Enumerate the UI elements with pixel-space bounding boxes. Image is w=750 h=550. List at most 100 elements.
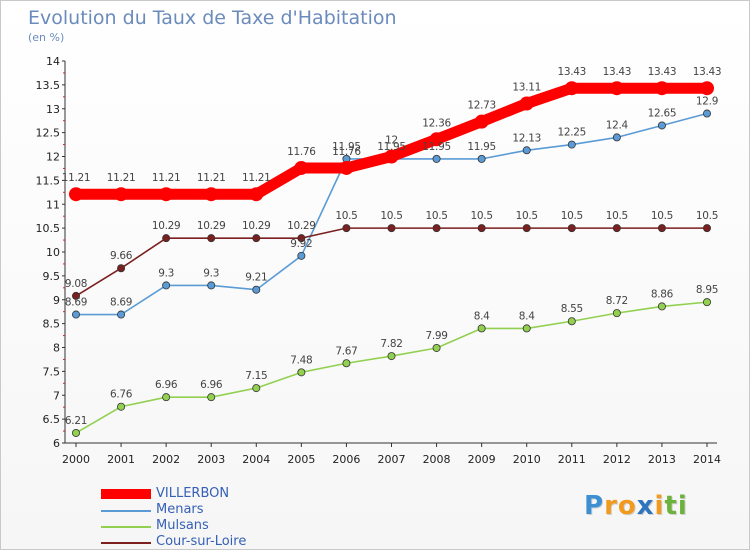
data-point-mulsans: [162, 393, 171, 402]
y-axis-unit-label: (en %): [28, 31, 65, 44]
y-tick-label: 7.5: [43, 365, 61, 378]
x-tick-label: 2002: [152, 453, 180, 466]
x-tick-label: 2005: [287, 453, 315, 466]
data-label-mulsans: 7.15: [245, 370, 267, 382]
legend-item-villerbon: VILLERBON: [101, 486, 301, 503]
data-point-menars: [477, 154, 486, 163]
y-tick-label: 12: [46, 151, 60, 164]
x-tick-label: 2012: [603, 453, 631, 466]
data-label-cour-sur-loire: 10.29: [197, 220, 226, 232]
data-label-menars: 12.13: [512, 132, 541, 144]
legend-item-menars: Menars: [101, 502, 301, 519]
data-point-mulsans: [703, 298, 712, 307]
y-tick-label: 9.5: [43, 270, 61, 283]
x-tick-label: 2004: [242, 453, 270, 466]
x-tick-label: 2010: [513, 453, 541, 466]
x-tick-label: 2007: [378, 453, 406, 466]
data-label-cour-sur-loire: 10.29: [152, 220, 181, 232]
data-point-villerbon: [294, 160, 309, 175]
data-label-mulsans: 7.67: [335, 345, 357, 357]
data-point-menars: [567, 140, 576, 149]
data-label-mulsans: 6.76: [110, 389, 133, 401]
data-point-villerbon: [204, 187, 219, 202]
data-label-menars: 9.3: [158, 267, 174, 279]
data-point-cour-sur-loire: [117, 264, 126, 273]
data-point-villerbon: [700, 81, 714, 96]
legend-swatch-villerbon: [101, 489, 151, 499]
data-label-cour-sur-loire: 10.5: [335, 210, 357, 222]
data-label-mulsans: 8.95: [696, 284, 718, 296]
data-point-menars: [162, 281, 171, 290]
data-point-menars: [252, 285, 261, 294]
y-tick-label: 6: [53, 437, 60, 450]
data-point-mulsans: [342, 359, 351, 368]
proxiti-logo: Proxiti: [584, 491, 688, 521]
y-tick-label: 6.5: [43, 413, 61, 426]
y-tick-label: 7: [53, 389, 60, 402]
data-point-menars: [432, 154, 441, 163]
legend-item-mulsans: Mulsans: [101, 518, 301, 535]
data-point-villerbon: [339, 160, 354, 175]
chart-title: Evolution du Taux de Taxe d'Habitation: [28, 7, 397, 29]
data-label-villerbon: 12: [385, 135, 398, 147]
y-tick-label: 13.5: [36, 79, 61, 92]
data-label-menars: 11.95: [332, 141, 361, 153]
data-point-menars: [297, 251, 306, 260]
data-label-mulsans: 8.86: [651, 288, 674, 300]
data-point-villerbon: [159, 187, 174, 202]
y-tick-label: 8: [53, 342, 60, 355]
data-point-villerbon: [114, 187, 129, 202]
data-point-menars: [117, 310, 126, 319]
x-tick-label: 2014: [693, 453, 721, 466]
data-point-menars: [612, 133, 621, 142]
data-label-villerbon: 13.43: [558, 66, 587, 78]
data-label-mulsans: 7.99: [425, 330, 447, 342]
data-label-cour-sur-loire: 10.29: [242, 220, 271, 232]
data-label-villerbon: 11.21: [242, 172, 271, 184]
data-label-mulsans: 8.4: [519, 310, 535, 322]
data-label-mulsans: 7.48: [290, 354, 312, 366]
data-point-mulsans: [117, 402, 126, 411]
x-tick-label: 2000: [62, 453, 90, 466]
data-point-cour-sur-loire: [252, 234, 261, 243]
data-point-villerbon: [429, 132, 444, 147]
data-label-villerbon: 11.76: [287, 146, 316, 158]
data-label-mulsans: 6.96: [200, 379, 223, 391]
data-label-mulsans: 8.55: [561, 303, 583, 315]
data-label-cour-sur-loire: 10.5: [380, 210, 402, 222]
data-point-cour-sur-loire: [703, 224, 712, 233]
legend-label: Menars: [156, 502, 204, 517]
data-point-mulsans: [72, 428, 81, 437]
data-label-villerbon: 11.21: [152, 172, 181, 184]
data-point-menars: [703, 109, 712, 118]
data-label-villerbon: 13.43: [603, 66, 632, 78]
y-tick-label: 9: [53, 294, 60, 307]
data-label-cour-sur-loire: 10.5: [516, 210, 538, 222]
data-label-mulsans: 6.96: [155, 379, 178, 391]
data-point-cour-sur-loire: [522, 224, 531, 233]
data-label-menars: 9.21: [245, 272, 267, 284]
y-tick-label: 13: [46, 103, 60, 116]
data-point-mulsans: [612, 309, 621, 318]
data-point-cour-sur-loire: [567, 224, 576, 233]
data-label-villerbon: 12.36: [422, 117, 451, 129]
data-point-menars: [522, 146, 531, 155]
legend-label: Cour-sur-Loire: [156, 534, 247, 549]
data-point-cour-sur-loire: [162, 234, 171, 243]
data-label-cour-sur-loire: 10.29: [287, 220, 316, 232]
data-label-menars: 12.4: [606, 119, 629, 131]
data-point-cour-sur-loire: [432, 224, 441, 233]
y-tick-label: 11: [46, 198, 60, 211]
data-point-villerbon: [564, 81, 579, 96]
y-tick-label: 8.5: [43, 318, 61, 331]
data-point-mulsans: [477, 324, 486, 333]
data-label-menars: 12.9: [696, 96, 718, 108]
data-point-mulsans: [252, 384, 261, 393]
legend-label: Mulsans: [156, 518, 209, 533]
data-label-menars: 8.69: [65, 297, 87, 309]
y-tick-label: 14: [46, 55, 60, 68]
data-point-mulsans: [207, 393, 216, 402]
y-tick-label: 12.5: [36, 127, 61, 140]
y-tick-label: 10: [46, 246, 60, 259]
